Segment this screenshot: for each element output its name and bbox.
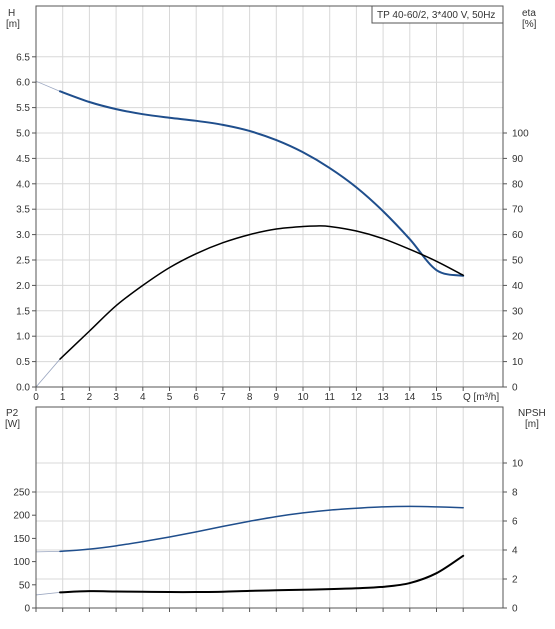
bottom-right-axis-title-1: NPSH bbox=[518, 408, 546, 419]
top-left-tick-label: 0.0 bbox=[16, 383, 30, 394]
bottom-series-line-2 bbox=[36, 592, 60, 595]
top-left-tick-label: 5.0 bbox=[16, 129, 30, 140]
bottom-right-tick-label: 4 bbox=[512, 546, 518, 557]
top-right-tick-label: 60 bbox=[512, 230, 524, 241]
top-left-tick-label: 1.0 bbox=[16, 332, 30, 343]
top-right-tick-label: 30 bbox=[512, 306, 524, 317]
bottom-series-line-3 bbox=[60, 556, 463, 593]
bottom-right-axis-title-2: [m] bbox=[525, 419, 539, 430]
bottom-left-axis-title-1: P2 bbox=[6, 408, 19, 419]
top-left-axis-title-2: [m] bbox=[6, 19, 20, 30]
x-tick-label: 5 bbox=[167, 392, 173, 403]
x-tick-label: 10 bbox=[297, 392, 309, 403]
bottom-left-tick-label: 100 bbox=[13, 557, 30, 568]
chart-title: TP 40-60/2, 3*400 V, 50Hz bbox=[377, 10, 495, 21]
top-right-tick-label: 10 bbox=[512, 357, 524, 368]
x-tick-label: 3 bbox=[113, 392, 119, 403]
bottom-left-tick-label: 0 bbox=[24, 604, 30, 615]
bottom-left-tick-label: 200 bbox=[13, 511, 30, 522]
top-series-line-2 bbox=[36, 359, 60, 387]
x-tick-label: 2 bbox=[87, 392, 93, 403]
top-right-tick-label: 70 bbox=[512, 205, 524, 216]
bottom-right-tick-label: 10 bbox=[512, 459, 524, 470]
x-tick-label: 13 bbox=[378, 392, 390, 403]
x-tick-label: 8 bbox=[247, 392, 253, 403]
top-right-tick-label: 50 bbox=[512, 256, 524, 267]
top-right-tick-label: 90 bbox=[512, 154, 524, 165]
x-tick-label: 9 bbox=[274, 392, 280, 403]
top-right-tick-label: 100 bbox=[512, 129, 529, 140]
top-left-tick-label: 2.0 bbox=[16, 281, 30, 292]
bottom-right-tick-label: 0 bbox=[512, 604, 518, 615]
x-tick-label: 11 bbox=[325, 392, 336, 403]
top-right-tick-label: 80 bbox=[512, 179, 524, 190]
bottom-left-tick-label: 250 bbox=[13, 488, 30, 499]
top-right-tick-label: 20 bbox=[512, 332, 524, 343]
top-left-tick-label: 3.5 bbox=[16, 205, 30, 216]
top-panel-grid bbox=[36, 6, 503, 387]
top-left-tick-label: 1.5 bbox=[16, 306, 30, 317]
top-left-tick-label: 3.0 bbox=[16, 230, 30, 241]
bottom-right-tick-label: 8 bbox=[512, 488, 518, 499]
x-tick-label: 7 bbox=[220, 392, 226, 403]
x-tick-label: 6 bbox=[193, 392, 199, 403]
x-tick-label: 1 bbox=[60, 392, 66, 403]
x-tick-label: 14 bbox=[404, 392, 416, 403]
top-series-line-0 bbox=[36, 81, 60, 91]
top-right-axis-title-1: eta bbox=[522, 8, 536, 19]
x-axis-label: Q [m³/h] bbox=[463, 392, 499, 403]
top-left-tick-label: 2.5 bbox=[16, 256, 30, 267]
top-left-tick-label: 4.5 bbox=[16, 154, 30, 165]
x-tick-label: 0 bbox=[33, 392, 39, 403]
top-left-tick-label: 5.5 bbox=[16, 103, 30, 114]
top-right-tick-label: 0 bbox=[512, 383, 518, 394]
bottom-series-line-1 bbox=[60, 506, 463, 551]
top-right-tick-label: 40 bbox=[512, 281, 524, 292]
x-tick-label: 12 bbox=[351, 392, 363, 403]
top-left-axis-title-1: H bbox=[8, 8, 15, 19]
x-tick-label: 4 bbox=[140, 392, 146, 403]
bottom-left-axis-title-2: [W] bbox=[5, 419, 20, 430]
x-tick-label: 15 bbox=[431, 392, 443, 403]
top-left-tick-label: 0.5 bbox=[16, 357, 30, 368]
bottom-left-tick-label: 150 bbox=[13, 534, 30, 545]
top-left-tick-label: 6.0 bbox=[16, 78, 30, 89]
top-right-axis-title-2: [%] bbox=[522, 19, 537, 30]
top-left-tick-label: 4.0 bbox=[16, 179, 30, 190]
top-series-line-3 bbox=[60, 226, 463, 359]
top-left-tick-label: 6.5 bbox=[16, 52, 30, 63]
bottom-left-tick-label: 50 bbox=[19, 580, 31, 591]
bottom-right-tick-label: 6 bbox=[512, 517, 518, 528]
top-panel-frame bbox=[36, 6, 503, 387]
bottom-right-tick-label: 2 bbox=[512, 575, 518, 586]
